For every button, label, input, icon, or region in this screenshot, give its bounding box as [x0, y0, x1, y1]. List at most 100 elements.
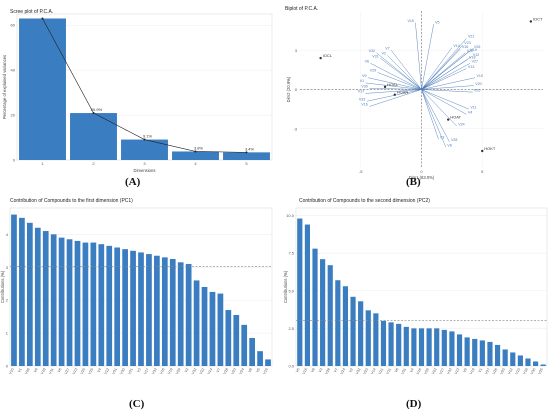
vector-label: V17	[358, 90, 364, 94]
trend-point	[143, 138, 146, 141]
bar	[172, 151, 219, 160]
panel-label-b: (B)	[406, 176, 421, 188]
bar	[161, 257, 168, 366]
sample-label: HOAN	[397, 90, 409, 95]
x-tick-label: V33	[151, 368, 158, 376]
y-tick-label: 0.0	[288, 364, 294, 369]
vector-label: V28	[451, 138, 457, 142]
bar	[487, 341, 493, 366]
biplot-panel: -5 0 5 -3 0 3 Dim1 (63.0%) Dim2 (20.9%) V15 V5 V21…	[275, 0, 550, 190]
vector-label: V8	[447, 143, 451, 147]
data-label: 20.9%	[91, 107, 103, 112]
bar	[138, 252, 144, 366]
bar	[121, 139, 168, 160]
bar	[335, 280, 341, 366]
bar	[502, 349, 508, 366]
bar	[98, 244, 105, 366]
x-tick-label: V31	[400, 368, 407, 376]
x-tick-label: V26	[492, 368, 499, 376]
trend-point	[194, 150, 197, 153]
x-tick-label: V30	[530, 368, 537, 376]
bar	[441, 329, 447, 366]
bar	[449, 331, 455, 366]
bar	[169, 259, 176, 366]
pc1-contribution-chart: 0 1 2 3 4 Contributions (%) V10 V1 V26 V9 V18 V11 V6…	[0, 207, 273, 376]
bar	[225, 310, 232, 366]
x-tick-label: V29	[175, 368, 182, 376]
pc2-contribution-panel: 0.0 2.5 5.0 7.5 10.0 Contributions (%) V5 V15 V8…	[275, 192, 550, 413]
loading-vector	[387, 55, 422, 90]
y-tick-label: 0	[6, 364, 9, 369]
x-tick-label: V5	[295, 368, 301, 374]
loading-vector	[421, 89, 447, 148]
vector-label: V16	[361, 103, 367, 107]
x-tick-label: V30	[119, 368, 126, 376]
x-tick-label: V23	[230, 368, 237, 376]
loading-vector	[390, 50, 422, 90]
x-tick-label: 2	[92, 161, 95, 166]
bar	[350, 296, 356, 366]
bar	[257, 351, 263, 366]
bar	[177, 262, 184, 366]
vector-label: V5	[435, 20, 439, 24]
x-tick-label: V17	[143, 368, 150, 376]
x-tick-label: 1	[41, 161, 44, 166]
sample-point	[383, 85, 387, 89]
bar	[418, 328, 425, 366]
loading-vector	[421, 77, 476, 90]
loading-vector	[421, 89, 450, 142]
y-tick-label: 2.5	[288, 326, 294, 331]
x-tick-label: 3	[143, 161, 146, 166]
x-tick-label: V27	[64, 368, 71, 376]
x-tick-label: V5	[255, 368, 261, 374]
bar	[185, 263, 192, 366]
scree-plot-title: Scree plot of P.C.A.	[10, 9, 54, 15]
loading-vector	[421, 51, 470, 90]
loading-vector	[367, 77, 422, 90]
vector-label: V24	[458, 122, 464, 126]
bar	[11, 214, 17, 366]
x-tick-label: V29	[423, 368, 430, 376]
x-tick-label: V11	[48, 368, 55, 375]
x-tick-label: V25	[88, 368, 95, 376]
vector-label: V10	[476, 74, 482, 78]
x-tick-label: V10	[515, 368, 522, 376]
y-axis-label: Contributions (%)	[283, 270, 288, 303]
sample-point	[447, 118, 450, 121]
vector-label: V19	[470, 48, 476, 52]
x-tick-label: V28	[223, 368, 230, 376]
loading-vector	[377, 72, 422, 90]
bar	[373, 313, 379, 366]
sample-point	[393, 93, 396, 96]
bar	[327, 265, 333, 366]
vector-label: V27	[472, 60, 478, 64]
x-tick-label: V22	[431, 368, 438, 376]
bar	[241, 324, 248, 366]
vector-label: V2	[382, 52, 386, 56]
bar	[411, 328, 417, 366]
x-tick-label: V6	[57, 368, 63, 374]
x-tick-label: V10	[8, 368, 15, 376]
vector-label: V9	[362, 74, 366, 78]
loading-vector	[370, 63, 422, 90]
bar	[388, 322, 394, 366]
loading-vector	[421, 47, 453, 90]
vector-label: V20	[475, 82, 481, 86]
x-tick-label: V4	[409, 368, 415, 374]
bar	[42, 231, 49, 366]
y-tick-label: 4	[6, 232, 9, 237]
x-tick-label: V24	[238, 368, 245, 376]
vector-label: V14	[453, 44, 459, 48]
x-tick-label: V3	[318, 368, 324, 374]
vector-label: V30	[361, 84, 367, 88]
bar	[358, 301, 364, 366]
bar	[479, 340, 485, 366]
loading-vector	[421, 89, 467, 115]
bar	[320, 259, 326, 366]
bar	[70, 113, 117, 160]
x-tick-label: 4	[194, 161, 197, 166]
loading-vector	[421, 89, 457, 127]
sample-point	[319, 56, 322, 60]
x-tick-label: V13	[72, 368, 79, 376]
loading-vector	[421, 24, 434, 90]
